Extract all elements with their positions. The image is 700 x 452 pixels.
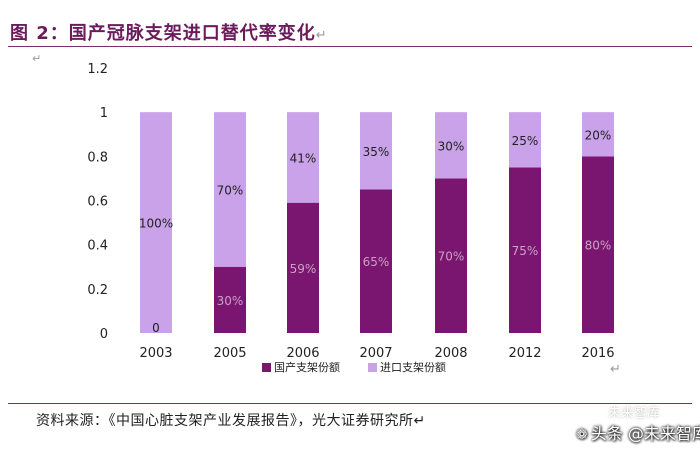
title-divider [8, 46, 692, 47]
source-divider [8, 403, 692, 404]
data-label-imported: 35% [363, 145, 390, 159]
data-label-imported: 41% [290, 151, 317, 165]
y-tick-label: 1.2 [87, 62, 108, 77]
figure-title-text: 图 2：国产冠脉支架进口替代率变化 [10, 23, 316, 44]
data-label-imported: 70% [217, 183, 244, 197]
legend-swatch-domestic [262, 363, 271, 372]
legend-label-domestic: 国产支架份额 [274, 360, 340, 374]
x-tick-label: 2005 [213, 346, 246, 361]
data-label-imported: 30% [438, 139, 465, 153]
data-label-imported: 25% [512, 134, 539, 148]
x-tick-label: 2006 [286, 346, 319, 361]
x-tick-label: 2007 [359, 346, 392, 361]
bar-domestic [582, 156, 614, 333]
bar-domestic [214, 266, 246, 333]
source-note: 资料来源：《中国心脏支架产业发展报告》，光大证券研究所↵ [36, 413, 426, 429]
data-label-domestic: 70% [438, 250, 465, 264]
paragraph-mark-icon: ↵ [315, 28, 328, 43]
y-tick-label: 0.2 [87, 283, 108, 298]
x-tick-label: 2008 [434, 346, 467, 361]
y-tick-label: 0.6 [87, 195, 108, 210]
bar-domestic [287, 202, 319, 333]
paragraph-mark-icon: ↵ [32, 52, 42, 65]
watermark-text: 头条 @未来智库 [590, 424, 700, 443]
bar-domestic [435, 178, 467, 333]
y-tick-label: 0 [100, 327, 108, 342]
x-tick-label: 2016 [581, 346, 614, 361]
x-tick-label: 2003 [139, 346, 172, 361]
y-tick-label: 1 [100, 106, 108, 121]
stacked-bar-chart: 0 0.2 0.4 0.6 0.8 1 1.2 0 100% 2003 30% 70% 2005 59% 4… [87, 62, 614, 374]
watermark-faint: 未来智库 [608, 406, 661, 421]
data-label-domestic: 75% [512, 244, 539, 258]
y-tick-label: 0.8 [87, 150, 108, 165]
bar-imported [435, 112, 467, 179]
bar-imported [140, 112, 172, 334]
data-label-domestic: 65% [363, 255, 390, 269]
bar-imported [287, 112, 319, 203]
y-tick-label: 0.4 [87, 239, 108, 254]
x-tick-label: 2012 [508, 346, 541, 361]
data-label-domestic: 80% [585, 239, 612, 253]
paragraph-mark-icon: ↵ [610, 362, 621, 377]
bar-imported [360, 112, 392, 190]
data-label-domestic: 30% [217, 294, 244, 308]
data-label-imported: 100% [139, 217, 173, 231]
legend-swatch-imported [368, 363, 377, 372]
bar-imported [509, 112, 541, 168]
bar-domestic [360, 189, 392, 333]
watermark-logo-icon: ❁ [576, 427, 588, 443]
bar-imported [214, 112, 246, 267]
data-label-domestic: 0 [152, 321, 160, 335]
data-label-domestic: 59% [290, 262, 317, 276]
figure-title: 图 2：国产冠脉支架进口替代率变化↵ [10, 19, 328, 45]
bar-imported [582, 112, 614, 157]
watermark: ❁ 头条 @未来智库 [576, 420, 700, 444]
legend-label-imported: 进口支架份额 [380, 361, 446, 374]
data-label-imported: 20% [585, 128, 612, 142]
bar-domestic [509, 167, 541, 333]
